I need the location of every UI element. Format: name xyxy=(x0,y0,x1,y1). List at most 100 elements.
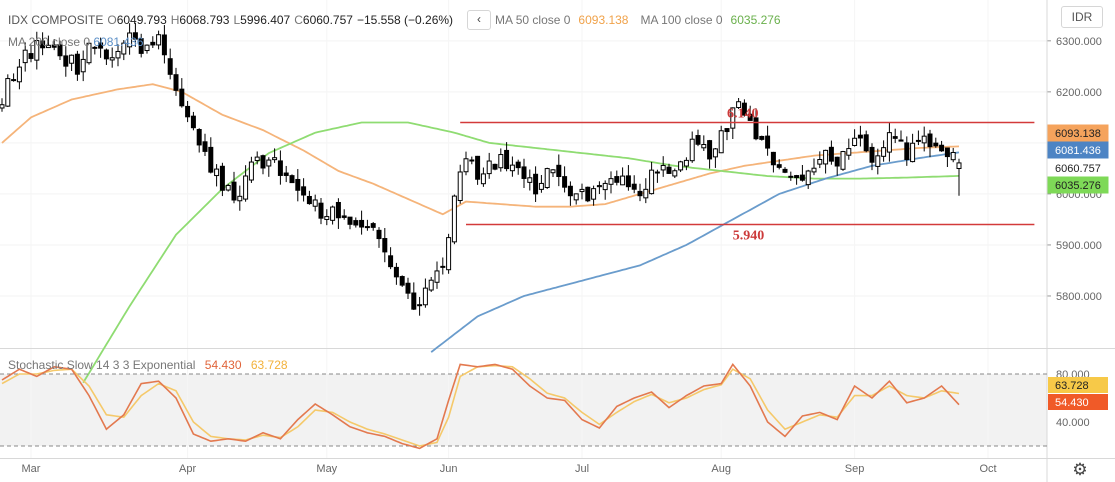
candle-body xyxy=(759,135,765,140)
x-tick-label: Apr xyxy=(179,463,196,475)
ma100-label: MA 100 close 0 xyxy=(640,13,723,27)
candle-body xyxy=(799,174,805,181)
close-value: 6060.757 xyxy=(302,13,353,27)
candle-body xyxy=(190,115,196,129)
candle-body xyxy=(765,135,771,149)
candle-body xyxy=(393,266,399,278)
candle-body xyxy=(857,134,863,139)
candle-body xyxy=(248,161,254,181)
candle-body xyxy=(277,160,283,176)
candle-body xyxy=(910,142,916,163)
open-label: O xyxy=(107,13,117,27)
candle-body xyxy=(544,168,550,188)
candle-body xyxy=(701,144,707,149)
stochastic-tag-bg xyxy=(1048,377,1108,393)
candle-body xyxy=(683,159,689,167)
stochastic-d-value: 63.728 xyxy=(250,358,288,372)
price-tag-ma100: 6035.276 xyxy=(1055,180,1101,192)
candle-body xyxy=(312,199,318,207)
currency-selector[interactable]: IDR xyxy=(1061,6,1103,28)
level-label: 5.940 xyxy=(733,229,765,244)
candle-body xyxy=(237,195,243,202)
ohlc-legend: IDX COMPOSITE O 6049.793 H 6068.793 L 59… xyxy=(8,10,785,30)
candle-body xyxy=(567,185,573,197)
candle-body xyxy=(707,140,713,160)
candle-body xyxy=(266,159,272,167)
candle-body xyxy=(782,168,788,173)
candle-body xyxy=(272,157,278,161)
y-tick-label: 6200.000 xyxy=(1056,87,1102,99)
candle-body xyxy=(840,151,846,170)
candle-body xyxy=(22,49,28,64)
price-tag-bg xyxy=(1047,124,1109,142)
candle-body xyxy=(57,44,63,57)
price-tag-bg xyxy=(1047,141,1109,159)
candle-body xyxy=(45,44,51,49)
y-tick-label: 5900.000 xyxy=(1056,240,1102,252)
candle-body xyxy=(504,149,510,170)
x-tick-label: May xyxy=(316,463,337,475)
candle-body xyxy=(776,164,782,168)
candle-body xyxy=(28,53,34,59)
price-tag-ma50: 6093.138 xyxy=(1055,128,1101,140)
x-tick-label: Mar xyxy=(22,463,41,475)
candle-body xyxy=(167,58,173,75)
candle-body xyxy=(214,168,220,177)
candle-body xyxy=(498,154,504,169)
candle-body xyxy=(892,136,898,139)
gear-icon[interactable]: ⚙ xyxy=(1072,460,1088,479)
candle-body xyxy=(695,135,701,145)
candle-body xyxy=(817,159,823,165)
candle-body xyxy=(492,163,498,170)
candle-body xyxy=(69,54,75,64)
candle-body xyxy=(469,159,475,162)
chevron-left-icon[interactable]: ‹ xyxy=(467,10,492,30)
candle-body xyxy=(828,146,834,162)
candle-body xyxy=(121,42,127,55)
candle-body xyxy=(457,171,463,202)
price-tag-bg xyxy=(1047,176,1109,194)
candle-body xyxy=(527,177,533,183)
price-tag-bg xyxy=(1047,159,1109,177)
candle-body xyxy=(881,147,887,157)
candle-body xyxy=(92,46,98,49)
candle-body xyxy=(666,166,672,174)
candle-body xyxy=(74,53,80,75)
candle-body xyxy=(138,38,144,54)
candle-body xyxy=(643,188,649,199)
candle-body xyxy=(654,171,660,174)
stochastic-label: Stochastic Slow 14 3 3 Exponential xyxy=(8,358,196,372)
candle-body xyxy=(956,162,962,170)
candle-body xyxy=(631,183,637,190)
candle-body xyxy=(295,178,301,191)
candle-body xyxy=(921,135,927,144)
candle-body xyxy=(202,141,208,152)
candle-body xyxy=(399,276,405,286)
candle-body xyxy=(132,32,138,40)
candle-body xyxy=(591,188,597,200)
stochastic-tick-label: 40.000 xyxy=(1056,417,1090,429)
stochastic-tag-d: 63.728 xyxy=(1055,380,1089,392)
candle-body xyxy=(440,265,446,268)
candle-body xyxy=(283,172,289,176)
x-tick-label: Aug xyxy=(711,463,731,475)
candle-body xyxy=(324,216,330,220)
candle-body xyxy=(550,169,556,174)
candle-body xyxy=(451,195,457,243)
candle-body xyxy=(422,287,428,306)
candle-body xyxy=(927,133,933,148)
candle-body xyxy=(672,170,678,177)
candle-body xyxy=(115,50,121,59)
ma50-line xyxy=(1,83,960,216)
candle-body xyxy=(103,49,109,60)
stochastic-tag-bg xyxy=(1048,394,1108,410)
candle-body xyxy=(596,185,602,188)
level-label: 6.140 xyxy=(727,106,759,121)
change-value: −15.558 (−0.26%) xyxy=(356,13,454,27)
candle-body xyxy=(649,169,655,195)
candle-body xyxy=(254,156,260,162)
stochastic-tag-k: 54.430 xyxy=(1055,397,1089,409)
candle-body xyxy=(712,148,718,158)
candle-body xyxy=(63,55,69,67)
